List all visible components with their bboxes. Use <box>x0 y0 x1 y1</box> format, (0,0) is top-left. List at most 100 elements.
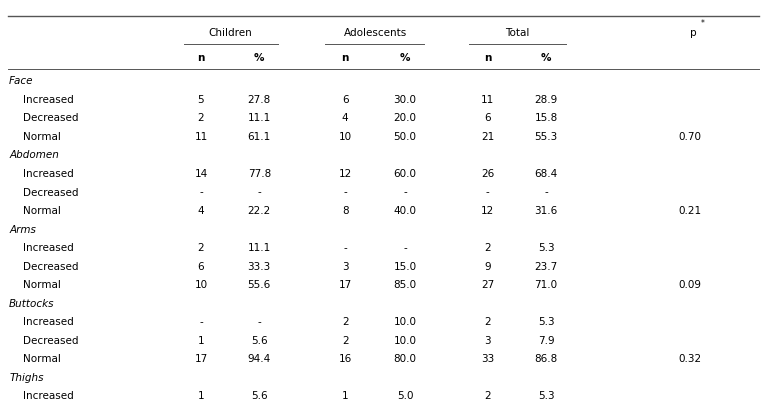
Text: 0.21: 0.21 <box>679 206 702 216</box>
Text: 15.8: 15.8 <box>535 114 558 123</box>
Text: %: % <box>541 53 551 63</box>
Text: 0.32: 0.32 <box>679 354 702 364</box>
Text: Normal: Normal <box>23 132 61 142</box>
Text: 71.0: 71.0 <box>535 280 558 290</box>
Text: Normal: Normal <box>23 206 61 216</box>
Text: 12: 12 <box>338 169 352 179</box>
Text: 86.8: 86.8 <box>535 354 558 364</box>
Text: n: n <box>484 53 492 63</box>
Text: n: n <box>341 53 349 63</box>
Text: 80.0: 80.0 <box>393 354 416 364</box>
Text: 60.0: 60.0 <box>393 169 416 179</box>
Text: 55.6: 55.6 <box>248 280 271 290</box>
Text: 10.0: 10.0 <box>393 317 416 327</box>
Text: 12: 12 <box>481 206 495 216</box>
Text: 1: 1 <box>198 391 204 401</box>
Text: Decreased: Decreased <box>23 262 78 271</box>
Text: 5.0: 5.0 <box>397 391 413 401</box>
Text: 2: 2 <box>198 243 204 253</box>
Text: 85.0: 85.0 <box>393 280 416 290</box>
Text: Normal: Normal <box>23 280 61 290</box>
Text: 6: 6 <box>198 262 204 271</box>
Text: Face: Face <box>9 77 34 86</box>
Text: Decreased: Decreased <box>23 188 78 197</box>
Text: Increased: Increased <box>23 391 74 401</box>
Text: 22.2: 22.2 <box>248 206 271 216</box>
Text: 10.0: 10.0 <box>393 336 416 346</box>
Text: 2: 2 <box>485 317 491 327</box>
Text: -: - <box>403 188 407 197</box>
Text: 17: 17 <box>194 354 208 364</box>
Text: -: - <box>344 188 347 197</box>
Text: Decreased: Decreased <box>23 336 78 346</box>
Text: 5.3: 5.3 <box>538 317 555 327</box>
Text: 4: 4 <box>198 206 204 216</box>
Text: 11: 11 <box>481 95 495 105</box>
Text: 55.3: 55.3 <box>535 132 558 142</box>
Text: 5.3: 5.3 <box>538 391 555 401</box>
Text: Buttocks: Buttocks <box>9 299 54 309</box>
Text: Adolescents: Adolescents <box>344 28 407 38</box>
Text: 20.0: 20.0 <box>393 114 416 123</box>
Text: 2: 2 <box>342 336 348 346</box>
Text: 33: 33 <box>481 354 495 364</box>
Text: Thighs: Thighs <box>9 373 44 383</box>
Text: n: n <box>197 53 205 63</box>
Text: 6: 6 <box>485 114 491 123</box>
Text: 61.1: 61.1 <box>248 132 271 142</box>
Text: 2: 2 <box>485 243 491 253</box>
Text: Children: Children <box>208 28 252 38</box>
Text: 26: 26 <box>481 169 495 179</box>
Text: Total: Total <box>505 28 529 38</box>
Text: 5.6: 5.6 <box>251 391 268 401</box>
Text: 11.1: 11.1 <box>248 114 271 123</box>
Text: 15.0: 15.0 <box>393 262 416 271</box>
Text: 0.70: 0.70 <box>679 132 702 142</box>
Text: 5.6: 5.6 <box>251 336 268 346</box>
Text: 40.0: 40.0 <box>393 206 416 216</box>
Text: Normal: Normal <box>23 354 61 364</box>
Text: p: p <box>690 28 697 38</box>
Text: Abdomen: Abdomen <box>9 151 59 160</box>
Text: 3: 3 <box>342 262 348 271</box>
Text: %: % <box>254 53 265 63</box>
Text: -: - <box>199 317 202 327</box>
Text: 10: 10 <box>194 280 208 290</box>
Text: -: - <box>344 243 347 253</box>
Text: 7.9: 7.9 <box>538 336 555 346</box>
Text: Decreased: Decreased <box>23 114 78 123</box>
Text: %: % <box>400 53 410 63</box>
Text: 21: 21 <box>481 132 495 142</box>
Text: -: - <box>403 243 407 253</box>
Text: -: - <box>258 188 261 197</box>
Text: 33.3: 33.3 <box>248 262 271 271</box>
Text: Increased: Increased <box>23 317 74 327</box>
Text: 31.6: 31.6 <box>535 206 558 216</box>
Text: 14: 14 <box>194 169 208 179</box>
Text: 77.8: 77.8 <box>248 169 271 179</box>
Text: 0.09: 0.09 <box>679 280 702 290</box>
Text: 16: 16 <box>338 354 352 364</box>
Text: 10: 10 <box>338 132 352 142</box>
Text: Increased: Increased <box>23 169 74 179</box>
Text: -: - <box>486 188 489 197</box>
Text: 23.7: 23.7 <box>535 262 558 271</box>
Text: -: - <box>258 317 261 327</box>
Text: 50.0: 50.0 <box>393 132 416 142</box>
Text: 30.0: 30.0 <box>393 95 416 105</box>
Text: 27: 27 <box>481 280 495 290</box>
Text: 9: 9 <box>485 262 491 271</box>
Text: 68.4: 68.4 <box>535 169 558 179</box>
Text: -: - <box>199 188 202 197</box>
Text: 6: 6 <box>342 95 348 105</box>
Text: 2: 2 <box>485 391 491 401</box>
Text: 17: 17 <box>338 280 352 290</box>
Text: *: * <box>700 19 704 28</box>
Text: Arms: Arms <box>9 225 36 234</box>
Text: 94.4: 94.4 <box>248 354 271 364</box>
Text: 1: 1 <box>198 336 204 346</box>
Text: 11.1: 11.1 <box>248 243 271 253</box>
Text: -: - <box>545 188 548 197</box>
Text: 5: 5 <box>198 95 204 105</box>
Text: 1: 1 <box>342 391 348 401</box>
